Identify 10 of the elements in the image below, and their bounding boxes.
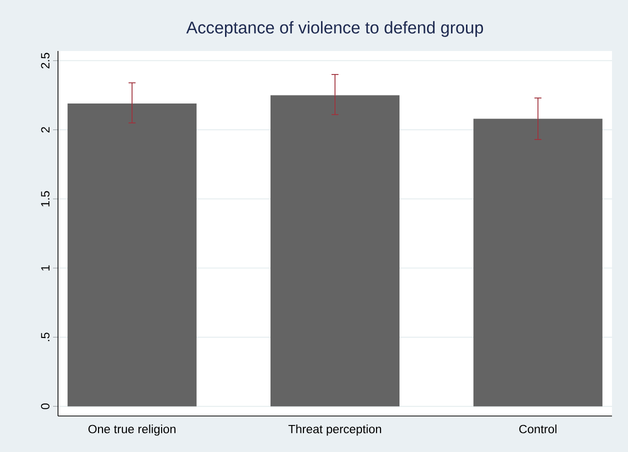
chart-title: Acceptance of violence to defend group — [186, 21, 484, 37]
x-tick-label: Threat perception — [288, 424, 382, 436]
y-tick-label: 1 — [41, 265, 50, 270]
y-tick-label: 2.5 — [41, 52, 50, 68]
x-tick-label: One true religion — [88, 424, 176, 436]
y-tick-label: 1.5 — [41, 191, 50, 206]
y-tick-label: 0 — [41, 403, 50, 410]
x-tick-label: Control — [519, 424, 556, 434]
y-tick-label: 2 — [41, 127, 50, 133]
y-tick-label: .5 — [41, 332, 50, 342]
